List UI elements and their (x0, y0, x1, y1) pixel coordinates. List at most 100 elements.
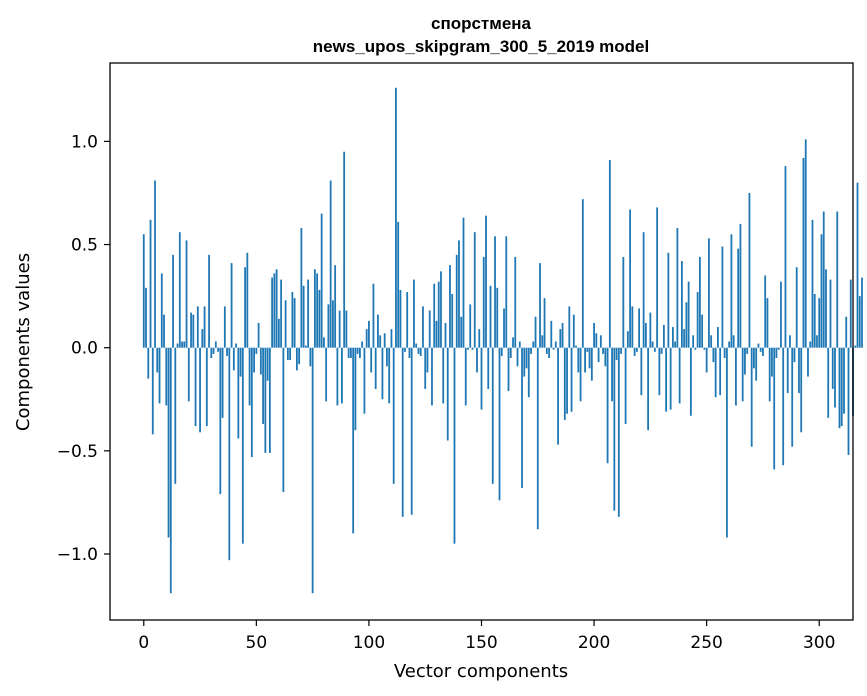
bar-248 (701, 314, 704, 348)
bar-200 (593, 322, 595, 348)
bar-4 (151, 347, 154, 435)
bar-70 (300, 228, 303, 348)
bar-271 (753, 347, 755, 369)
bar-197 (586, 347, 589, 352)
bar-158 (498, 347, 501, 501)
chart-title-line1: спорстмена (431, 14, 532, 33)
bar-109 (388, 347, 391, 404)
bar-87 (338, 310, 341, 348)
bar-51 (257, 322, 260, 348)
bar-29 (208, 254, 210, 348)
bar-14 (174, 347, 177, 484)
bar-73 (307, 279, 310, 348)
bar-47 (248, 347, 251, 406)
bar-244 (692, 335, 695, 348)
bar-68 (295, 347, 298, 371)
bar-272 (755, 347, 758, 381)
bar-246 (696, 291, 699, 348)
bar-175 (536, 347, 539, 530)
bar-32 (214, 341, 217, 348)
bar-159 (500, 347, 503, 356)
bar-89 (343, 151, 346, 348)
bar-219 (635, 347, 638, 352)
bar-132 (440, 271, 442, 348)
bar-314 (849, 279, 852, 348)
bar-243 (689, 347, 692, 416)
bar-5 (154, 180, 156, 348)
bar-239 (680, 261, 683, 348)
bar-299 (816, 335, 818, 348)
bar-300 (818, 298, 821, 348)
bar-59 (275, 269, 278, 348)
x-tick-label-0: 0 (138, 633, 149, 653)
bar-50 (255, 347, 258, 354)
bar-223 (644, 322, 647, 348)
bar-168 (521, 347, 523, 488)
bar-260 (728, 341, 731, 348)
bar-255 (717, 327, 719, 348)
bar-249 (703, 347, 706, 350)
bar-114 (399, 289, 402, 348)
bar-110 (390, 329, 393, 348)
bar-164 (512, 337, 514, 348)
bar-144 (467, 347, 469, 350)
bar-203 (599, 335, 602, 348)
bar-308 (836, 211, 839, 348)
bar-250 (705, 347, 708, 373)
bar-120 (413, 279, 415, 348)
bar-72 (304, 345, 307, 348)
bar-289 (793, 347, 796, 363)
bar-17 (181, 341, 183, 348)
bar-307 (834, 347, 836, 408)
x-axis-label: Vector components (394, 661, 568, 682)
bar-series (142, 87, 863, 594)
bar-174 (534, 316, 537, 348)
bar-221 (640, 347, 643, 396)
bar-286 (786, 347, 789, 394)
bar-75 (311, 347, 314, 594)
bar-313 (847, 347, 850, 455)
bar-133 (442, 347, 445, 404)
bar-202 (597, 347, 600, 363)
bar-296 (809, 341, 812, 348)
bar-212 (620, 347, 622, 354)
bar-115 (401, 347, 404, 517)
bar-103 (374, 347, 377, 389)
bar-23 (194, 347, 197, 427)
bar-184 (557, 347, 559, 445)
bar-241 (685, 302, 688, 348)
bar-274 (759, 347, 762, 352)
bar-236 (674, 341, 677, 348)
bar-284 (782, 347, 785, 466)
bar-167 (518, 341, 521, 348)
bar-292 (800, 347, 803, 433)
bar-176 (539, 263, 541, 348)
bar-317 (856, 182, 859, 348)
bar-147 (473, 232, 476, 348)
bar-117 (406, 291, 409, 348)
bar-153 (487, 347, 490, 389)
bar-48 (250, 347, 253, 458)
bar-273 (757, 343, 760, 348)
bar-3 (149, 219, 152, 348)
bar-290 (795, 267, 798, 348)
bar-62 (282, 347, 285, 493)
bar-189 (568, 306, 571, 348)
bar-121 (415, 343, 418, 348)
bar-34 (219, 347, 222, 495)
bar-128 (431, 347, 433, 406)
bar-106 (381, 347, 384, 400)
bar-186 (561, 322, 564, 348)
bar-188 (566, 347, 568, 414)
bar-201 (595, 333, 598, 348)
bar-35 (221, 347, 224, 418)
bar-306 (831, 347, 834, 389)
bar-263 (735, 347, 737, 406)
bar-94 (354, 347, 357, 431)
bar-39 (230, 263, 233, 348)
bar-256 (719, 347, 722, 396)
bar-79 (320, 213, 323, 348)
bar-224 (647, 347, 650, 431)
bar-183 (554, 341, 557, 348)
